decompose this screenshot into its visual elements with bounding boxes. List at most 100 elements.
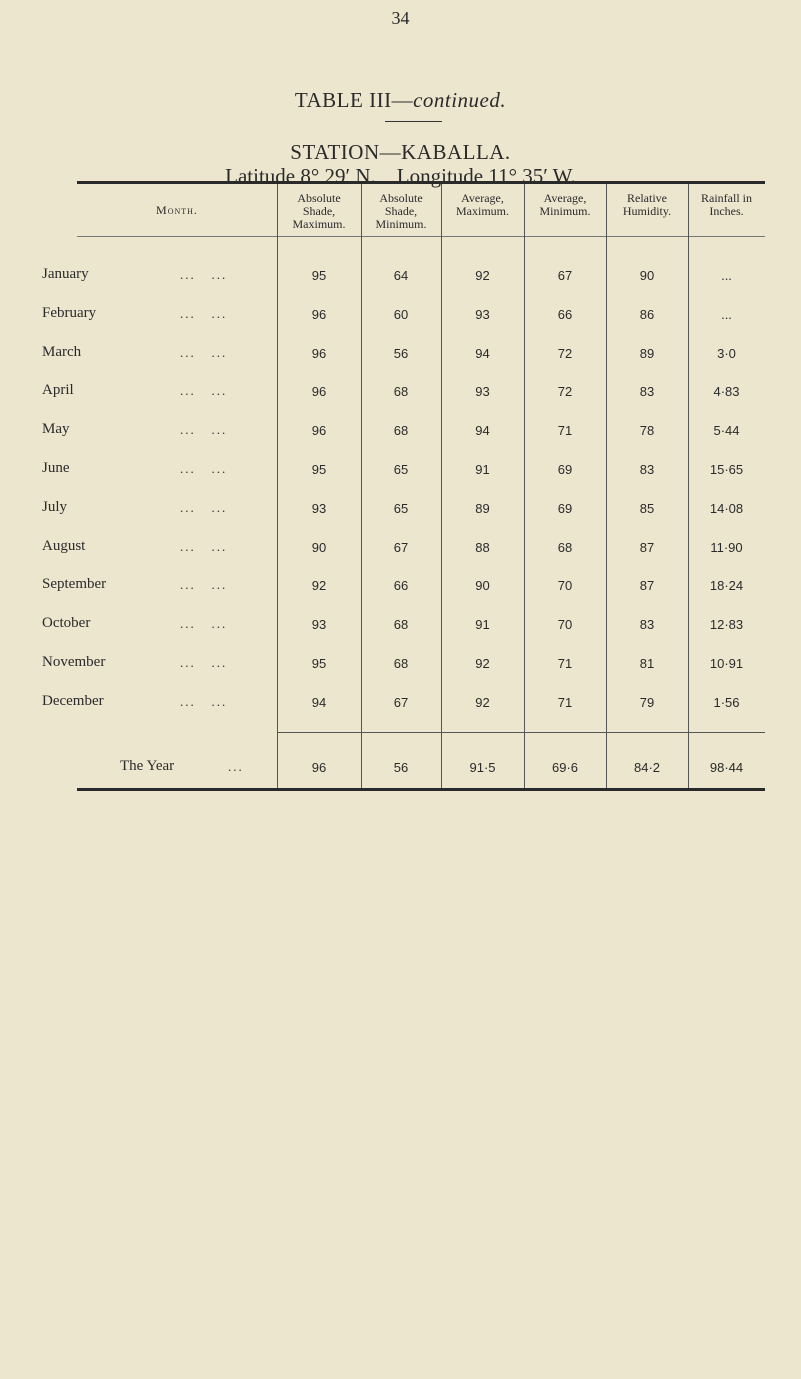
- cell-abs-max: 90: [311, 539, 327, 555]
- cell-avg-min: 69·6: [551, 760, 579, 775]
- cell-avg-min: 66: [557, 306, 573, 322]
- cell-abs-min: 68: [393, 384, 409, 400]
- page-number: 34: [391, 8, 410, 28]
- cell-rainfall: 15·65: [709, 462, 744, 477]
- column-header: Relative Humidity.: [622, 191, 672, 218]
- cell-abs-max: 96: [311, 384, 327, 400]
- cell-humidity: 90: [639, 268, 655, 283]
- leader-dots: ... ...: [180, 538, 228, 554]
- leader-dots: ... ...: [180, 461, 228, 476]
- table-bottom-rule: [77, 788, 765, 791]
- cell-humidity: 89: [639, 345, 655, 361]
- cell-humidity: 84·2: [633, 760, 661, 775]
- leader-dots: ... ...: [180, 305, 228, 321]
- leader-dots: ... ...: [180, 383, 228, 399]
- title-main: TABLE III—: [294, 88, 414, 112]
- row-month: March: [42, 343, 82, 360]
- column-header: Absolute Shade, Maximum.: [292, 191, 346, 231]
- row-month: September: [42, 576, 107, 593]
- leader-dots: ...: [228, 759, 244, 774]
- cell-avg-min: 67: [557, 268, 573, 283]
- cell-abs-max: 96: [311, 760, 327, 775]
- cell-avg-min: 70: [557, 578, 573, 594]
- cell-avg-max: 94: [475, 423, 490, 439]
- column-divider: [361, 184, 362, 788]
- cell-abs-min: 56: [393, 345, 409, 361]
- row-month: April: [42, 382, 74, 399]
- cell-rainfall: 12·83: [709, 617, 744, 633]
- row-month: May: [42, 421, 70, 438]
- title-rule: [385, 121, 442, 122]
- cell-abs-min: 67: [393, 694, 409, 710]
- row-month: February: [42, 304, 97, 321]
- cell-rainfall: 4·83: [713, 384, 740, 400]
- header-rule: [77, 236, 765, 237]
- table-top-rule: [77, 181, 765, 184]
- cell-avg-max: 89: [475, 500, 490, 516]
- cell-rainfall: ...: [721, 306, 732, 322]
- cell-avg-max: 93: [475, 384, 490, 400]
- column-divider: [688, 184, 689, 788]
- leader-dots: ... ...: [180, 577, 228, 593]
- cell-abs-min: 68: [393, 423, 409, 439]
- row-month: June: [42, 460, 70, 476]
- cell-avg-min: 69: [557, 462, 573, 477]
- cell-humidity: 87: [639, 539, 655, 555]
- cell-avg-max: 88: [475, 539, 490, 555]
- row-month: August: [42, 537, 86, 554]
- cell-rainfall: 98·44: [709, 760, 744, 775]
- cell-humidity: 86: [639, 306, 655, 322]
- cell-abs-min: 68: [393, 617, 409, 633]
- column-divider: [441, 184, 442, 788]
- cell-rainfall: 14·08: [709, 500, 744, 516]
- cell-humidity: 87: [639, 578, 655, 594]
- cell-avg-max: 93: [475, 306, 490, 322]
- column-header: Absolute Shade, Minimum.: [375, 191, 427, 231]
- station-name: STATION—KABALLA.: [290, 140, 511, 164]
- cell-humidity: 83: [639, 384, 655, 400]
- leader-dots: ... ...: [180, 616, 228, 632]
- row-month: December: [42, 692, 104, 709]
- cell-avg-min: 68: [557, 539, 573, 555]
- cell-humidity: 81: [639, 656, 655, 671]
- leader-dots: ... ...: [180, 655, 228, 670]
- cell-abs-max: 93: [311, 500, 327, 516]
- cell-abs-min: 66: [393, 578, 409, 594]
- row-month: January: [42, 266, 89, 282]
- cell-humidity: 79: [639, 694, 655, 710]
- cell-abs-max: 92: [311, 578, 327, 594]
- column-header: Month.: [156, 203, 198, 217]
- leader-dots: ... ...: [180, 693, 228, 709]
- cell-avg-max: 94: [475, 345, 490, 361]
- leader-dots: ... ...: [180, 344, 228, 360]
- column-header: Average, Minimum.: [539, 191, 591, 218]
- cell-avg-max: 91·5: [469, 760, 496, 775]
- coordinates: Latitude 8° 29′ N. Longitude 11° 35′ W.: [225, 164, 576, 188]
- column-divider: [606, 184, 607, 788]
- cell-rainfall: 10·91: [709, 656, 744, 671]
- column-divider: [524, 184, 525, 788]
- cell-avg-max: 92: [475, 268, 490, 283]
- cell-abs-min: 68: [393, 656, 409, 671]
- cell-abs-max: 95: [311, 656, 327, 671]
- cell-abs-max: 95: [311, 462, 327, 477]
- cell-rainfall: 5·44: [713, 423, 740, 439]
- cell-avg-max: 91: [475, 462, 490, 477]
- cell-avg-max: 91: [475, 617, 490, 633]
- cell-abs-max: 96: [311, 423, 327, 439]
- leader-dots: ... ...: [180, 267, 228, 282]
- table-title: TABLE III—continued.: [0, 88, 801, 113]
- row-month: October: [42, 615, 91, 632]
- row-month: July: [42, 498, 68, 515]
- cell-abs-max: 96: [311, 306, 327, 322]
- cell-avg-min: 71: [557, 423, 573, 439]
- cell-abs-min: 64: [393, 268, 409, 283]
- row-month: The Year: [120, 758, 175, 774]
- cell-rainfall: 18·24: [709, 578, 744, 594]
- column-header: Average, Maximum.: [456, 191, 509, 218]
- cell-avg-min: 72: [557, 384, 573, 400]
- cell-abs-max: 96: [311, 345, 327, 361]
- column-header: Rainfall in Inches.: [701, 191, 752, 218]
- column-divider: [277, 184, 278, 788]
- cell-avg-min: 70: [557, 617, 573, 633]
